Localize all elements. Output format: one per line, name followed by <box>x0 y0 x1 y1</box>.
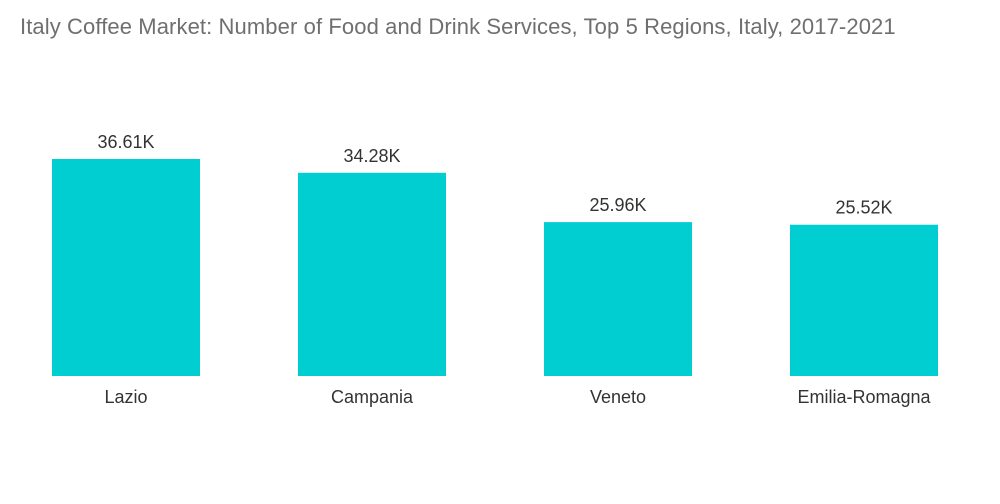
bar-lazio <box>52 159 200 376</box>
category-label-lazio: Lazio <box>104 387 147 407</box>
value-label-campania: 34.28K <box>343 146 400 166</box>
category-label-emilia-romagna: Emilia-Romagna <box>797 387 931 407</box>
value-label-veneto: 25.96K <box>589 195 646 215</box>
bar-campania <box>298 172 446 376</box>
value-label-lazio: 36.61K <box>97 132 154 152</box>
category-label-veneto: Veneto <box>590 387 646 407</box>
category-label-campania: Campania <box>331 387 414 407</box>
bar-veneto <box>544 222 692 376</box>
value-labels-group: 36.61K 34.28K 25.96K 25.52K <box>97 132 892 218</box>
value-label-emilia-romagna: 25.52K <box>835 198 892 218</box>
category-labels-group: Lazio Campania Veneto Emilia-Romagna <box>104 387 931 407</box>
bar-emilia-romagna <box>790 224 938 376</box>
bars-group <box>52 159 938 376</box>
chart-title: Italy Coffee Market: Number of Food and … <box>20 14 896 39</box>
